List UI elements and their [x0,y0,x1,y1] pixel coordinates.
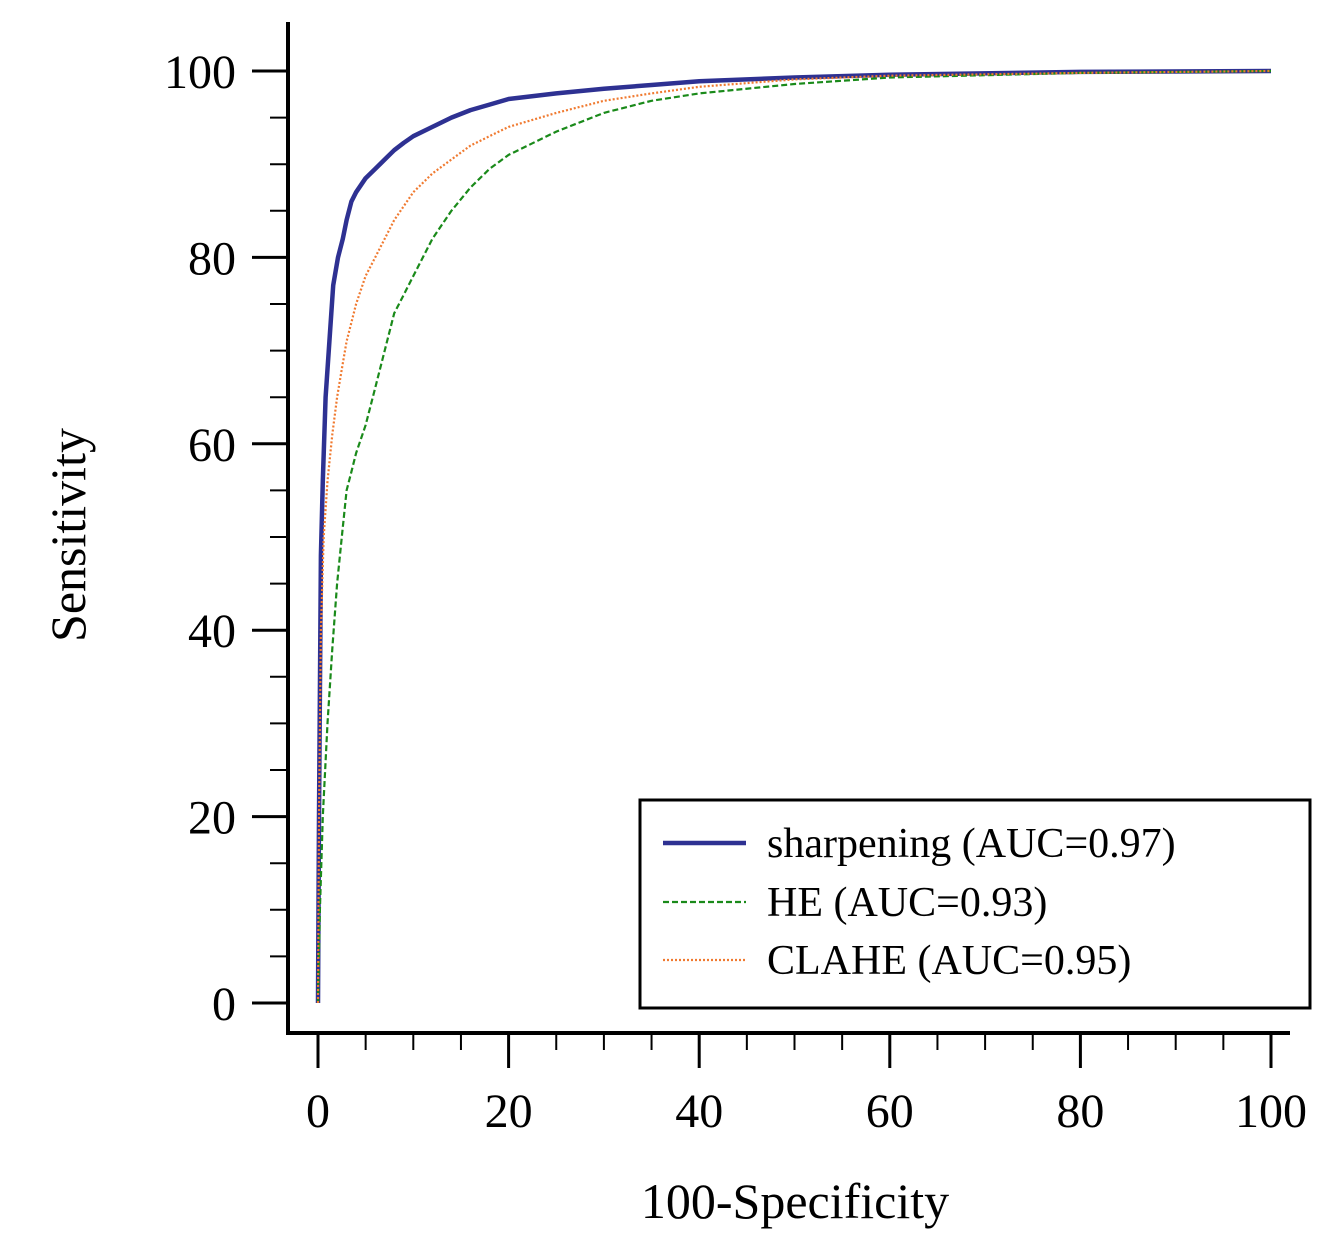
x-tick-label: 0 [306,1085,330,1138]
curves-layer [315,68,1272,1004]
series-line-1 [316,69,1272,1004]
legend-label-1: HE (AUC=0.93) [767,880,1047,926]
y-tick-label: 0 [212,978,236,1031]
legend-items: sharpening (AUC=0.97) HE (AUC=0.93) CLAHE … [663,821,1176,984]
series-line-0 [315,68,1272,1004]
legend: sharpening (AUC=0.97) HE (AUC=0.93) CLAHE … [638,798,1312,1010]
x-tick-label: 100 [1235,1085,1307,1138]
legend-label-0: sharpening (AUC=0.97) [767,821,1176,867]
y-axis-title: Sensitivity [40,428,96,642]
legend-box [638,798,1312,1010]
x-tick-label: 20 [485,1085,533,1138]
y-tick-label: 80 [188,232,236,285]
x-tick-label: 60 [866,1085,914,1138]
y-tick-label: 40 [188,605,236,658]
x-tick-label: 40 [675,1085,723,1138]
series-line-2 [316,69,1272,1004]
y-tick-label: 60 [188,419,236,472]
y-tick-label: 100 [164,46,236,99]
x-axis-title: 100-Specificity [641,1173,949,1229]
x-tick-label: 80 [1056,1085,1104,1138]
legend-label-2: CLAHE (AUC=0.95) [767,938,1131,984]
ticks-layer: 0 20 40 60 80 100 0 20 40 60 80 100 [164,46,1307,1138]
y-tick-label: 20 [188,792,236,845]
axes-layer [286,22,1290,1035]
